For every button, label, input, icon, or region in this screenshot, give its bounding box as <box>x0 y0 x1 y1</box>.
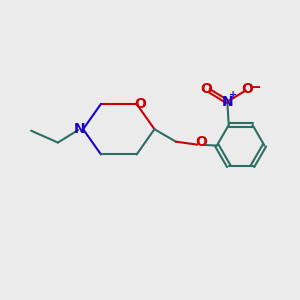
Text: +: + <box>229 90 237 100</box>
Text: O: O <box>195 135 207 149</box>
Text: −: − <box>248 80 261 95</box>
Text: O: O <box>135 97 146 111</box>
Text: O: O <box>241 82 253 96</box>
Text: N: N <box>221 95 233 109</box>
Text: O: O <box>200 82 212 96</box>
Text: N: N <box>74 122 85 136</box>
